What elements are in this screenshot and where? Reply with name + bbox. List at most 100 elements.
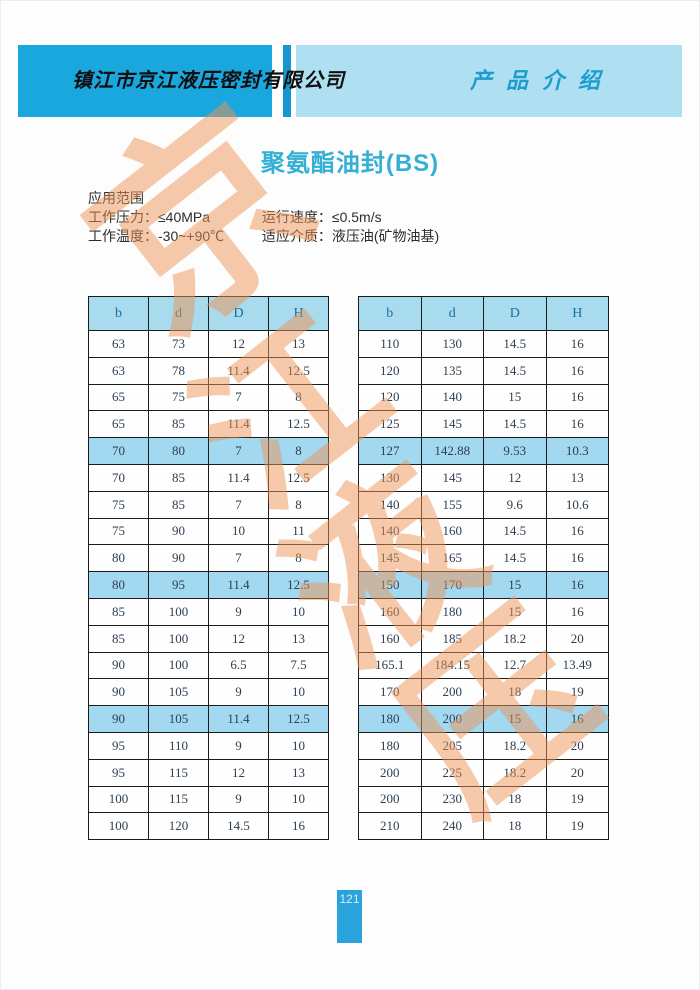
dimension-cell: 11.4 — [208, 571, 269, 599]
dimension-cell: 19 — [545, 812, 609, 841]
dimension-cell: 184.15 — [420, 651, 484, 680]
applicable-medium: 适应介质：液压油(矿物油基) — [261, 228, 440, 244]
table-row: 120 140 15 16 — [358, 383, 609, 412]
table-row: 100 115 9 10 — [88, 785, 329, 814]
dimension-cell: 130 — [358, 463, 422, 492]
dimension-cell: 12 — [483, 463, 547, 492]
dimension-cell: 11.4 — [208, 356, 269, 385]
dimension-cell: 115 — [148, 758, 209, 787]
dimension-cell: 160 — [420, 517, 484, 546]
section-banner — [296, 45, 682, 117]
dimension-cell: 63 — [88, 356, 149, 385]
specs-line-2: 工作温度：-30~+90℃ 适应介质：液压油(矿物油基) — [88, 227, 508, 246]
dimension-cell: 90 — [148, 544, 209, 573]
dimension-cell: 75 — [148, 383, 209, 412]
dimension-cell: 180 — [358, 731, 422, 760]
dimension-cell: 75 — [88, 490, 149, 519]
table-row: 127 142.88 9.53 10.3 — [358, 437, 609, 465]
dimension-cell: 205 — [420, 731, 484, 760]
dimension-cell: 142.88 — [420, 437, 484, 465]
table-row: 160 185 18.2 20 — [358, 624, 609, 653]
column-header: H — [545, 296, 609, 331]
company-banner — [18, 45, 272, 117]
dimension-cell: 78 — [148, 356, 209, 385]
section-title: 产品介绍 — [470, 68, 615, 93]
dimension-cell: 200 — [420, 705, 484, 733]
dimension-cell: 170 — [420, 571, 484, 599]
dimension-cell: 165 — [420, 544, 484, 573]
dimension-cell: 210 — [358, 812, 422, 841]
dimension-cell: 19 — [545, 678, 609, 707]
page-title: 聚氨酯油封(BS) — [260, 150, 440, 177]
dimension-cell: 145 — [420, 463, 484, 492]
dimension-cell: 180 — [358, 705, 422, 733]
dimension-cell: 12.7 — [483, 651, 547, 680]
dimension-cell: 13 — [268, 330, 329, 358]
dimension-cell: 110 — [148, 731, 209, 760]
table-row: 110 130 14.5 16 — [358, 330, 609, 358]
header-divider — [283, 45, 291, 117]
dimension-cell: 12 — [208, 624, 269, 653]
dimension-cell: 10.3 — [545, 437, 609, 465]
dimension-cell: 90 — [88, 705, 149, 733]
dimension-cell: 100 — [148, 597, 209, 626]
dimension-cell: 85 — [148, 490, 209, 519]
table-row: 80 95 11.4 12.5 — [88, 571, 329, 599]
dimension-cell: 200 — [358, 785, 422, 814]
dimension-cell: 16 — [545, 410, 609, 439]
table-row: 85 100 9 10 — [88, 597, 329, 626]
dimension-cell: 115 — [148, 785, 209, 814]
dimension-cell: 7 — [208, 544, 269, 573]
dimension-cell: 8 — [268, 544, 329, 573]
table-row: 63 78 11.4 12.5 — [88, 356, 329, 385]
dimension-cell: 13 — [545, 463, 609, 492]
dimension-cell: 18.2 — [483, 731, 547, 760]
application-specs: 应用范围 工作压力：≤40MPa 运行速度：≤0.5m/s 工作温度：-30~+… — [88, 189, 508, 246]
dimension-cell: 12.5 — [268, 410, 329, 439]
dimension-cell: 90 — [148, 517, 209, 546]
dimension-cell: 135 — [420, 356, 484, 385]
table-row: 140 160 14.5 16 — [358, 517, 609, 546]
dimension-cell: 225 — [420, 758, 484, 787]
table-row: 75 85 7 8 — [88, 490, 329, 519]
table-row: 120 135 14.5 16 — [358, 356, 609, 385]
table-row: 100 120 14.5 16 — [88, 812, 329, 841]
column-header: D — [208, 296, 269, 331]
dimension-cell: 65 — [88, 383, 149, 412]
table-row: 90 100 6.5 7.5 — [88, 651, 329, 680]
dimension-cell: 8 — [268, 490, 329, 519]
company-name: 镇江市京江液压密封有限公司 — [72, 70, 345, 92]
running-speed: 运行速度：≤0.5m/s — [261, 209, 382, 225]
dimension-cell: 16 — [545, 544, 609, 573]
dimension-cell: 120 — [148, 812, 209, 841]
dimension-cell: 14.5 — [483, 330, 547, 358]
dimension-cell: 18 — [483, 678, 547, 707]
dimension-cell: 200 — [420, 678, 484, 707]
dimension-cell: 14.5 — [208, 812, 269, 841]
dimension-cell: 230 — [420, 785, 484, 814]
table-row: 70 85 11.4 12.5 — [88, 463, 329, 492]
dimension-cell: 120 — [358, 356, 422, 385]
dimension-cell: 18 — [483, 812, 547, 841]
table-row: 140 155 9.6 10.6 — [358, 490, 609, 519]
dimension-cell: 20 — [545, 758, 609, 787]
table-row: 70 80 7 8 — [88, 437, 329, 465]
dimension-cell: 127 — [358, 437, 422, 465]
dimension-cell: 14.5 — [483, 517, 547, 546]
dimension-cell: 19 — [545, 785, 609, 814]
dimension-cell: 15 — [483, 597, 547, 626]
dimension-cell: 100 — [88, 812, 149, 841]
dimension-cell: 13.49 — [545, 651, 609, 680]
dimension-cell: 10 — [268, 785, 329, 814]
dimension-cell: 9 — [208, 785, 269, 814]
dimension-cell: 95 — [88, 758, 149, 787]
dimension-cell: 12 — [208, 758, 269, 787]
dimension-cell: 14.5 — [483, 410, 547, 439]
dimension-cell: 95 — [88, 731, 149, 760]
working-temperature: 工作温度：-30~+90℃ — [88, 228, 225, 244]
dimension-cell: 11.4 — [208, 410, 269, 439]
dimension-cell: 180 — [420, 597, 484, 626]
right-dimension-table: b d D H 110 130 14.5 16 120 135 14.5 16 120 140 15 16 12… — [358, 296, 609, 841]
dimension-cell: 145 — [420, 410, 484, 439]
